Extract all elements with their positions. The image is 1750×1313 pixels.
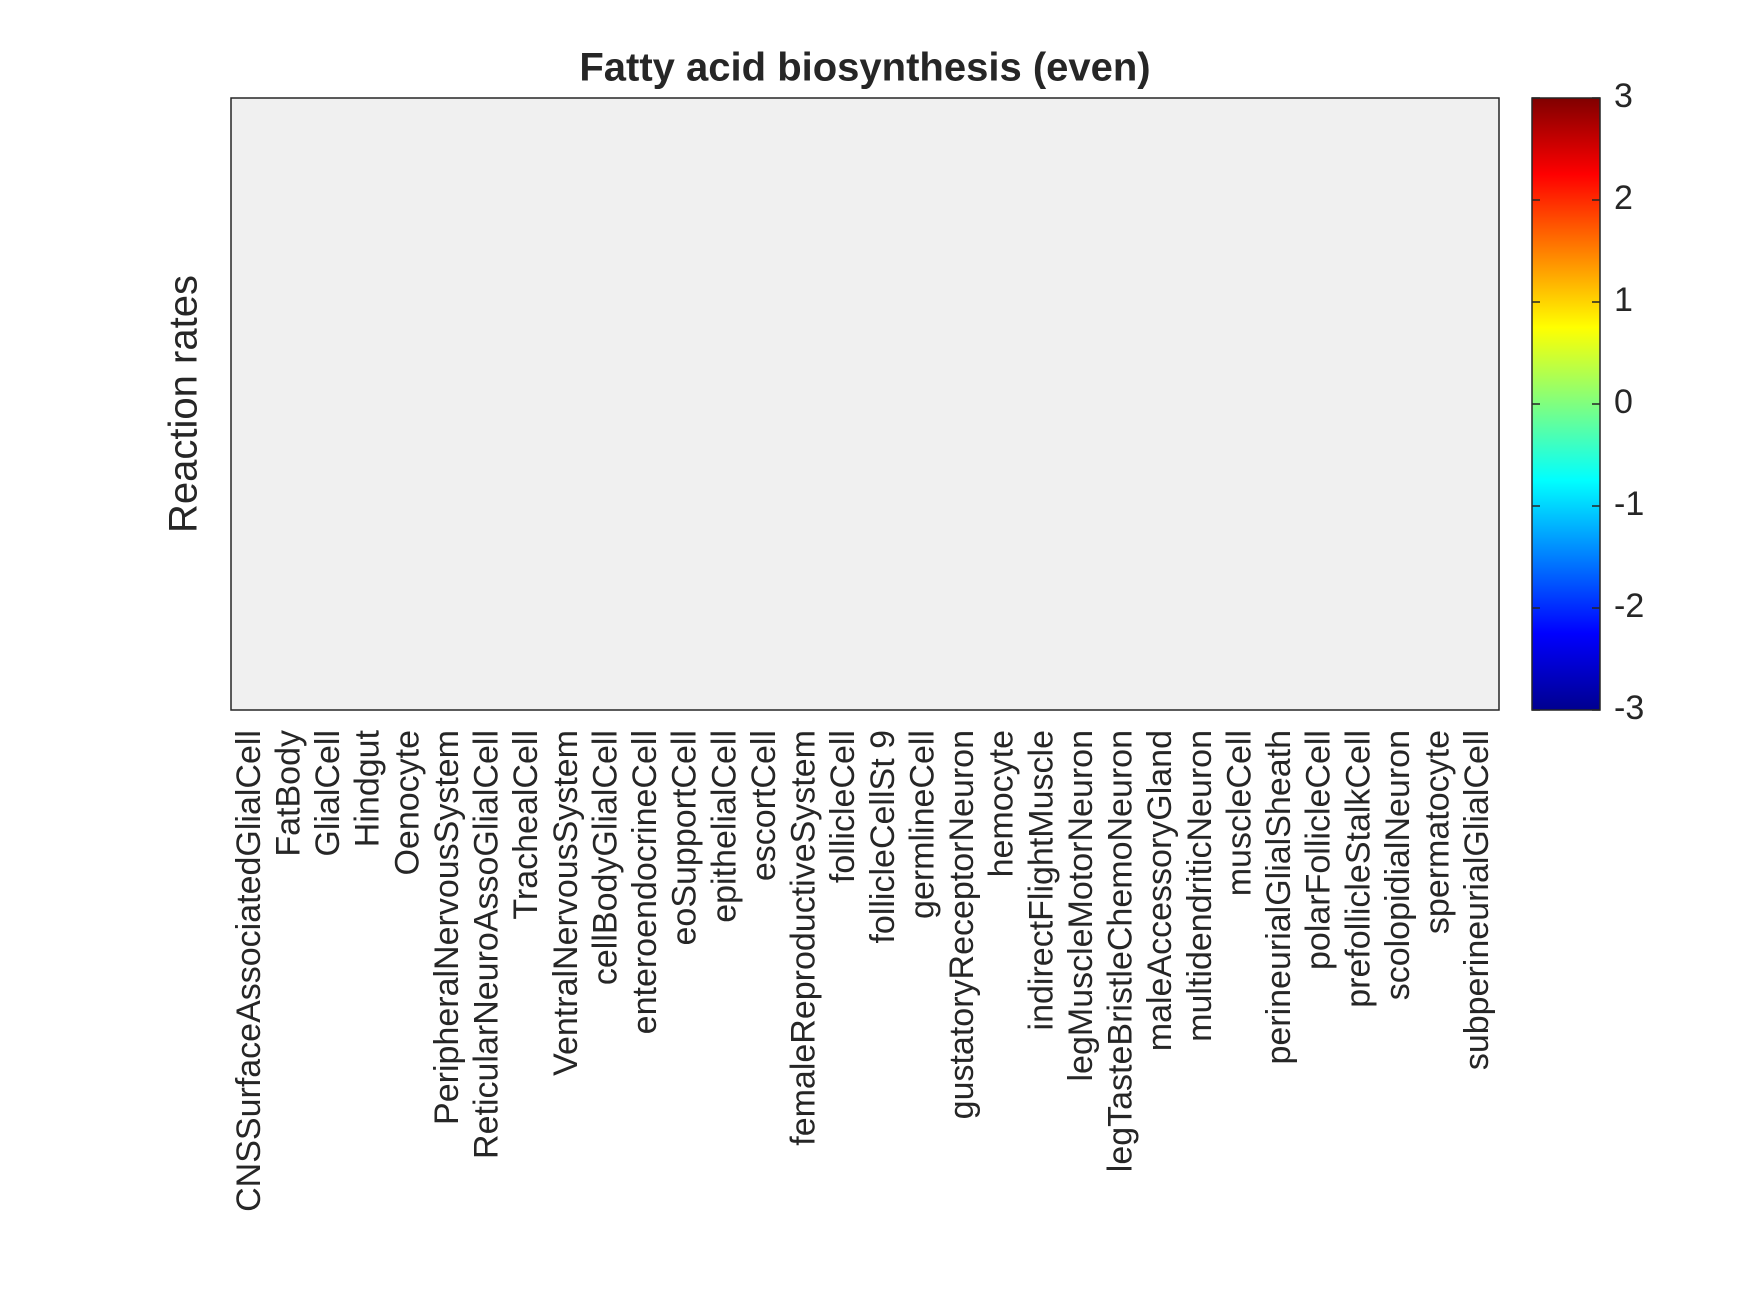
colorbar [1531, 97, 1601, 711]
x-tick-label: epithelialCell [705, 730, 743, 923]
x-tick-label: FatBody [269, 730, 307, 857]
x-tick-label: legMuscleMotorNeuron [1062, 730, 1100, 1082]
x-tick-label: VentralNervousSystem [547, 730, 585, 1076]
colorbar-tick-label: -2 [1614, 587, 1644, 625]
colorbar-tick-label: 2 [1614, 179, 1633, 217]
x-tick-label: follicleCellSt 9 [864, 730, 902, 944]
x-tick-label: enteroendocrineCell [626, 730, 664, 1034]
x-tick-label: multidendriticNeuron [1181, 730, 1219, 1042]
x-tick-label: PeripheralNervousSystem [428, 730, 466, 1125]
x-tick-label: Hindgut [349, 729, 387, 847]
x-tick-label: germlineCell [903, 730, 941, 919]
x-tick-label: TrachealCell [507, 730, 545, 920]
x-tick-label: escortCell [745, 730, 783, 881]
x-tick-label: CNSSurfaceAssociatedGlialCell [230, 730, 268, 1212]
x-tick-label: cellBodyGlialCell [586, 730, 624, 985]
x-tick-label: perineurialGlialSheath [1260, 730, 1298, 1065]
colorbar-tick-label: 1 [1614, 281, 1633, 319]
y-axis-label: Reaction rates [162, 275, 206, 533]
x-tick-label: ReticularNeuroAssoGlialCell [468, 730, 506, 1159]
x-tick-label: hemocyte [983, 730, 1021, 877]
x-tick-label: Oenocyte [388, 730, 426, 876]
x-tick-label: polarFollicleCell [1300, 730, 1338, 970]
x-tick-label: spermatocyte [1419, 730, 1457, 934]
x-tick-label: legTasteBristleChemoNeuron [1102, 730, 1140, 1172]
plot-area [230, 97, 1500, 711]
x-tick-label: prefollicleStalkCell [1339, 730, 1377, 1008]
colorbar-tick-label: 3 [1614, 77, 1633, 115]
x-tick-label: subperineurialGlialCell [1458, 730, 1496, 1070]
colorbar-tick-label: -1 [1614, 485, 1644, 523]
x-tick-label: eoSupportCell [666, 730, 704, 945]
colorbar-tick-label: 0 [1614, 383, 1633, 421]
x-tick-label: maleAccessoryGland [1141, 730, 1179, 1051]
x-tick-label: GlialCell [309, 730, 347, 857]
x-tick-label: muscleCell [1220, 730, 1258, 896]
x-tick-label: indirectFlightMuscle [1022, 730, 1060, 1030]
x-tick-label: scolopidialNeuron [1379, 730, 1417, 1000]
colorbar-tick-label: -3 [1614, 689, 1644, 727]
x-tick-label: femaleReproductiveSystem [785, 730, 823, 1146]
chart-title: Fatty acid biosynthesis (even) [579, 46, 1150, 90]
x-tick-label: gustatoryReceptorNeuron [943, 730, 981, 1119]
x-tick-label: follicleCell [824, 730, 862, 883]
